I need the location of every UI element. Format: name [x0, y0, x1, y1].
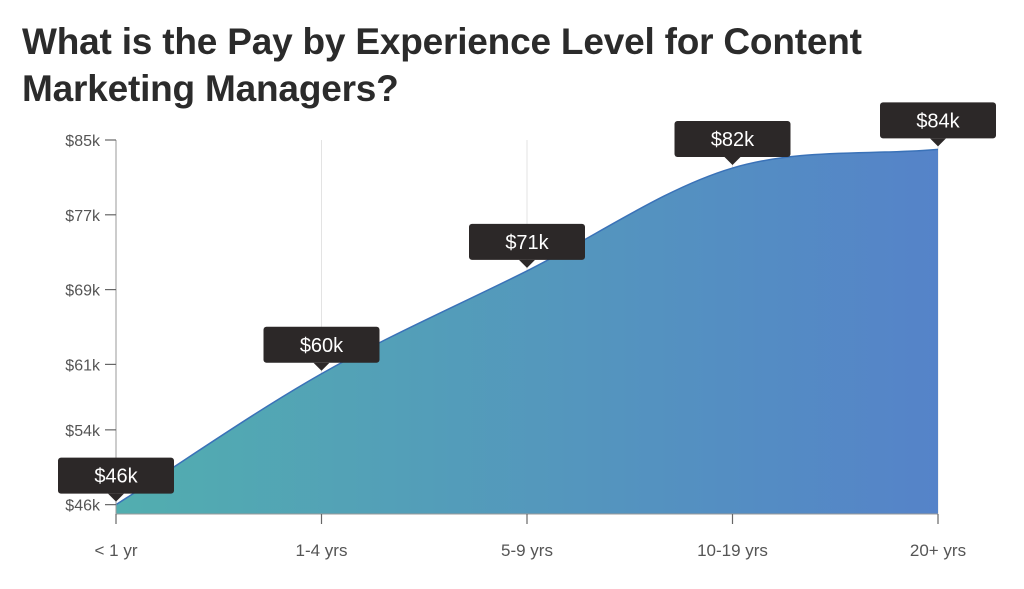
x-tick-label: 1-4 yrs [296, 541, 348, 560]
y-tick-label: $46k [65, 498, 101, 515]
data-label-text: $84k [916, 110, 960, 132]
area-series [115, 148, 939, 514]
y-tick-label: $54k [65, 423, 101, 440]
data-label-box [58, 457, 174, 494]
data-label-pointer [930, 138, 946, 147]
data-label-text: $82k [711, 129, 755, 151]
data-label-box [674, 121, 791, 158]
area-line [115, 148, 939, 506]
x-tick-label: 20+ yrs [910, 541, 966, 560]
data-label: $71k [469, 223, 585, 268]
data-label-text: $46k [94, 466, 138, 488]
data-label-box [469, 223, 585, 260]
data-label-box [263, 326, 380, 363]
x-tick-label: 10-19 yrs [697, 541, 768, 560]
data-label-text: $71k [505, 232, 549, 254]
chart-title: What is the Pay by Experience Level for … [22, 21, 862, 109]
data-label-pointer [108, 493, 124, 502]
data-label: $60k [263, 326, 380, 371]
data-labels: $46k $60k $71k $82k $84k [58, 102, 996, 502]
data-label: $46k [58, 457, 174, 502]
y-tick-label: $69k [65, 283, 101, 300]
axes: $46k $54k $61k $69k $77k $85k < 1 yr 1-4 yrs 5-9… [65, 133, 966, 560]
y-tick-label: $85k [65, 133, 101, 150]
x-tick-label: < 1 yr [95, 541, 138, 560]
y-tick-label: $61k [65, 357, 101, 374]
y-tick-label: $77k [65, 208, 101, 225]
data-label-pointer [519, 259, 535, 268]
x-tick-label: 5-9 yrs [501, 541, 553, 560]
data-label-text: $60k [300, 335, 344, 357]
data-label-pointer [313, 362, 330, 371]
data-label: $84k [880, 102, 996, 147]
data-label-box [880, 102, 996, 139]
data-label-pointer [724, 157, 741, 166]
area-fill [116, 149, 938, 514]
data-label: $82k [674, 121, 791, 166]
